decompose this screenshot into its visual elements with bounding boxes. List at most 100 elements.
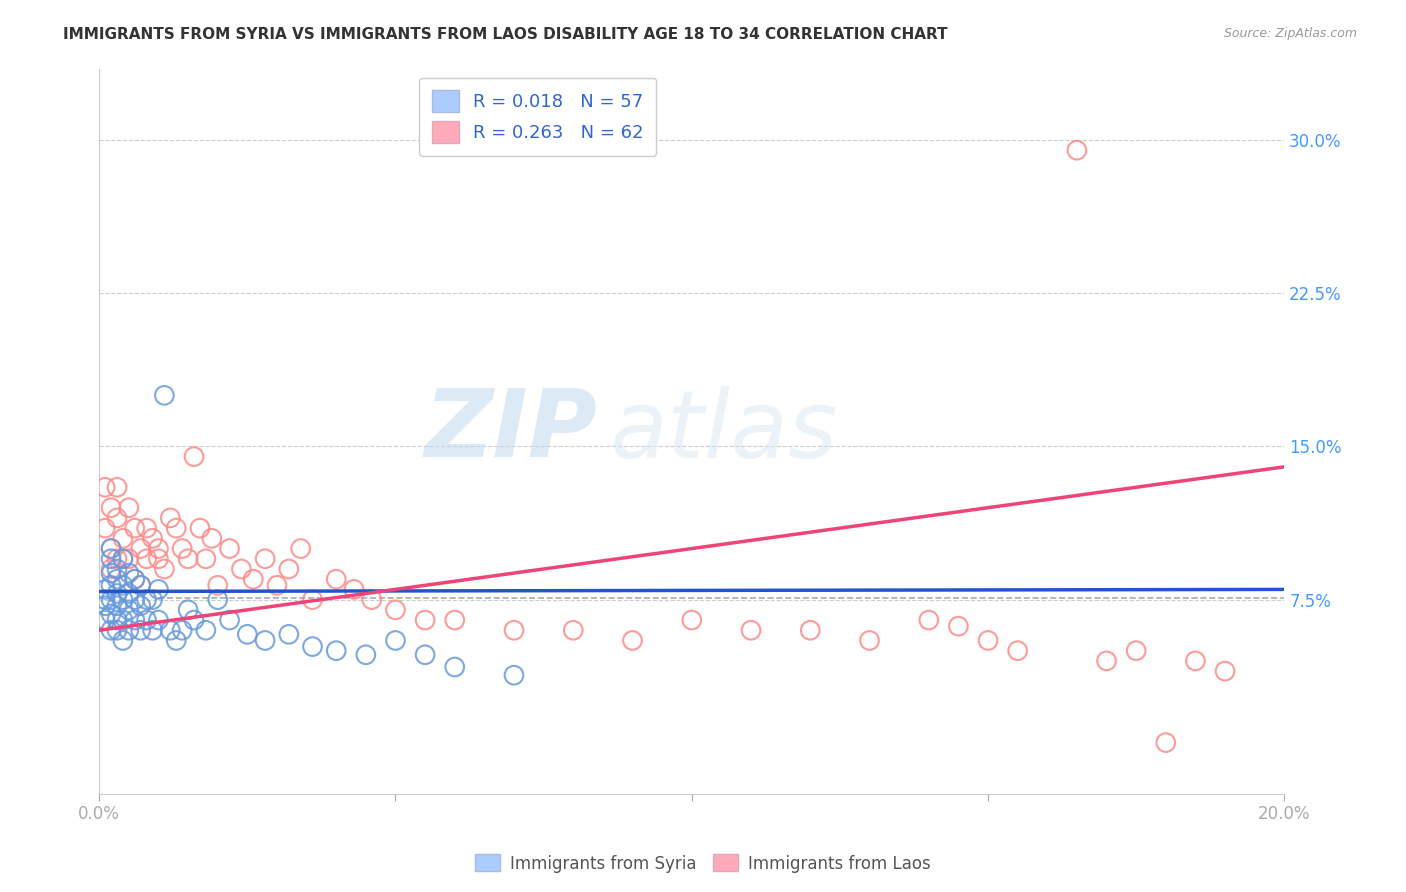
- Point: [172, 541, 194, 556]
- Point: [111, 532, 134, 546]
- Point: [562, 624, 585, 638]
- Point: [100, 592, 122, 607]
- Point: [165, 633, 187, 648]
- Point: [148, 613, 170, 627]
- Point: [141, 592, 163, 607]
- Point: [124, 613, 146, 627]
- Point: [148, 541, 170, 556]
- Point: [343, 582, 366, 597]
- Point: [242, 572, 264, 586]
- Point: [354, 648, 377, 662]
- Point: [118, 586, 141, 600]
- Point: [1007, 643, 1029, 657]
- Point: [129, 624, 152, 638]
- Point: [384, 633, 406, 648]
- Point: [188, 521, 211, 535]
- Point: [118, 624, 141, 638]
- Point: [118, 566, 141, 580]
- Point: [1154, 736, 1177, 750]
- Point: [277, 627, 299, 641]
- Point: [918, 613, 941, 627]
- Point: [100, 551, 122, 566]
- Point: [177, 603, 200, 617]
- Point: [207, 578, 229, 592]
- Point: [218, 541, 240, 556]
- Text: IMMIGRANTS FROM SYRIA VS IMMIGRANTS FROM LAOS DISABILITY AGE 18 TO 34 CORRELATIO: IMMIGRANTS FROM SYRIA VS IMMIGRANTS FROM…: [63, 27, 948, 42]
- Point: [100, 541, 122, 556]
- Point: [1125, 643, 1147, 657]
- Point: [141, 532, 163, 546]
- Point: [124, 572, 146, 586]
- Legend: R = 0.018   N = 57, R = 0.263   N = 62: R = 0.018 N = 57, R = 0.263 N = 62: [419, 78, 657, 156]
- Point: [153, 388, 176, 402]
- Point: [148, 551, 170, 566]
- Point: [105, 551, 128, 566]
- Point: [254, 551, 277, 566]
- Point: [621, 633, 644, 648]
- Text: ZIP: ZIP: [425, 385, 598, 477]
- Point: [301, 592, 323, 607]
- Point: [183, 613, 205, 627]
- Point: [236, 627, 259, 641]
- Point: [360, 592, 382, 607]
- Point: [1184, 654, 1206, 668]
- Point: [443, 660, 465, 674]
- Point: [129, 578, 152, 592]
- Point: [105, 480, 128, 494]
- Point: [111, 551, 134, 566]
- Point: [159, 624, 181, 638]
- Point: [218, 613, 240, 627]
- Point: [94, 592, 117, 607]
- Point: [141, 624, 163, 638]
- Point: [94, 613, 117, 627]
- Point: [207, 592, 229, 607]
- Point: [100, 500, 122, 515]
- Point: [105, 613, 128, 627]
- Point: [94, 480, 117, 494]
- Point: [201, 532, 224, 546]
- Point: [413, 648, 436, 662]
- Point: [194, 624, 217, 638]
- Point: [177, 551, 200, 566]
- Point: [100, 607, 122, 621]
- Point: [194, 551, 217, 566]
- Point: [165, 521, 187, 535]
- Point: [100, 541, 122, 556]
- Text: atlas: atlas: [609, 385, 837, 476]
- Point: [124, 521, 146, 535]
- Point: [118, 551, 141, 566]
- Point: [1066, 143, 1088, 157]
- Point: [325, 572, 347, 586]
- Point: [124, 572, 146, 586]
- Point: [111, 551, 134, 566]
- Point: [129, 578, 152, 592]
- Point: [740, 624, 762, 638]
- Point: [105, 572, 128, 586]
- Point: [135, 613, 157, 627]
- Point: [135, 521, 157, 535]
- Point: [105, 624, 128, 638]
- Point: [1095, 654, 1118, 668]
- Point: [100, 578, 122, 592]
- Point: [183, 450, 205, 464]
- Point: [135, 592, 157, 607]
- Point: [111, 578, 134, 592]
- Point: [111, 592, 134, 607]
- Point: [100, 562, 122, 576]
- Point: [94, 599, 117, 613]
- Point: [100, 624, 122, 638]
- Point: [231, 562, 253, 576]
- Point: [503, 624, 526, 638]
- Point: [681, 613, 703, 627]
- Point: [105, 511, 128, 525]
- Legend: Immigrants from Syria, Immigrants from Laos: Immigrants from Syria, Immigrants from L…: [468, 847, 938, 880]
- Point: [277, 562, 299, 576]
- Point: [153, 562, 176, 576]
- Point: [948, 619, 970, 633]
- Point: [111, 633, 134, 648]
- Point: [118, 603, 141, 617]
- Point: [799, 624, 821, 638]
- Point: [124, 592, 146, 607]
- Point: [94, 582, 117, 597]
- Point: [94, 521, 117, 535]
